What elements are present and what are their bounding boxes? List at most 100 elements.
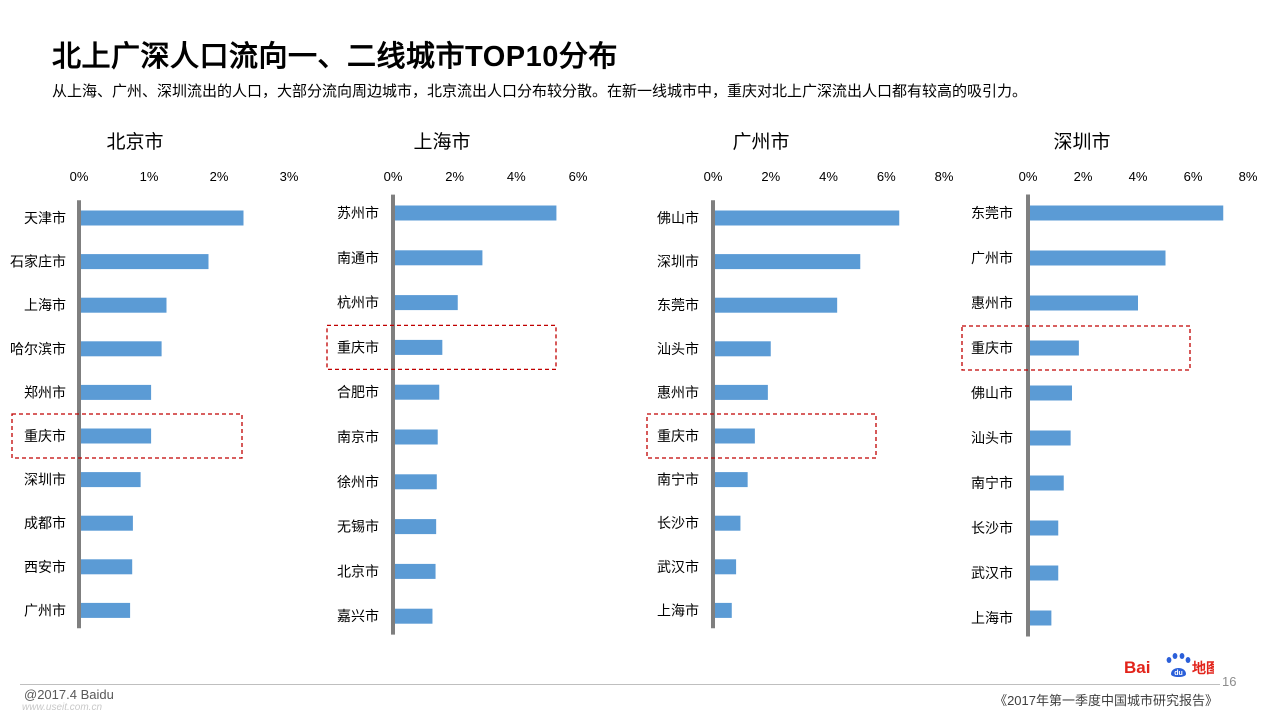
footer-divider	[20, 684, 1220, 685]
category-label: 重庆市	[337, 339, 379, 356]
category-label: 佛山市	[971, 385, 1013, 402]
bar	[81, 210, 244, 226]
category-label: 南京市	[337, 429, 379, 446]
category-label: 南宁市	[657, 472, 699, 489]
bar	[715, 428, 755, 444]
bar	[715, 341, 771, 357]
bar	[81, 297, 167, 313]
category-label: 南宁市	[971, 475, 1013, 492]
category-label: 北京市	[337, 563, 379, 580]
bar	[81, 341, 162, 357]
svg-text:du: du	[1174, 670, 1183, 677]
category-label: 南通市	[337, 250, 379, 267]
chart-title: 北京市	[106, 131, 163, 153]
x-tick-label: 0%	[70, 169, 89, 184]
logo-bai-text: Bai	[1124, 658, 1150, 677]
bar	[1030, 475, 1064, 491]
category-label: 嘉兴市	[337, 608, 379, 625]
category-label: 武汉市	[971, 565, 1013, 582]
category-label: 石家庄市	[10, 254, 66, 271]
x-tick-label: 6%	[569, 169, 588, 184]
category-label: 西安市	[24, 559, 66, 576]
bar	[81, 472, 141, 488]
bar	[715, 384, 768, 400]
category-label: 惠州市	[657, 384, 699, 401]
x-tick-label: 4%	[1129, 169, 1148, 184]
category-label: 汕头市	[971, 430, 1013, 447]
bar	[1030, 250, 1166, 266]
bar	[395, 474, 437, 490]
x-tick-label: 2%	[210, 169, 229, 184]
category-label: 东莞市	[657, 297, 699, 314]
x-tick-label: 2%	[445, 169, 464, 184]
page-number: 16	[1222, 674, 1237, 689]
bar	[715, 602, 732, 618]
x-tick-label: 8%	[1239, 169, 1258, 184]
bar	[1030, 295, 1138, 311]
bar	[395, 519, 437, 535]
bar	[395, 608, 433, 624]
bar	[1030, 610, 1052, 626]
category-label: 上海市	[657, 602, 699, 619]
category-label: 徐州市	[337, 474, 379, 491]
x-tick-label: 8%	[935, 169, 954, 184]
bar	[81, 254, 209, 270]
category-label: 长沙市	[657, 515, 699, 532]
chart-title: 上海市	[413, 131, 470, 153]
category-label: 苏州市	[337, 205, 379, 222]
chart-title: 广州市	[732, 131, 789, 153]
footer-watermark: www.useit.com.cn	[22, 702, 103, 713]
bar	[1030, 520, 1059, 536]
bar	[395, 563, 436, 579]
x-tick-label: 0%	[384, 169, 403, 184]
category-label: 上海市	[971, 610, 1013, 627]
x-tick-label: 4%	[819, 169, 838, 184]
category-label: 郑州市	[24, 384, 66, 401]
x-tick-label: 2%	[761, 169, 780, 184]
category-label: 东莞市	[971, 205, 1013, 222]
category-label: 惠州市	[971, 295, 1013, 312]
bar	[715, 297, 838, 313]
bar	[715, 559, 737, 575]
x-tick-label: 0%	[1019, 169, 1038, 184]
x-tick-label: 6%	[1184, 169, 1203, 184]
category-label: 天津市	[24, 210, 66, 227]
bar	[715, 515, 741, 531]
bar	[395, 429, 438, 445]
category-label: 重庆市	[971, 340, 1013, 357]
bar	[1030, 340, 1079, 356]
logo-map-text: 地图	[1192, 660, 1214, 677]
bar	[81, 602, 131, 618]
category-label: 深圳市	[657, 254, 699, 271]
paw-icon: du	[1166, 653, 1191, 677]
category-label: 佛山市	[657, 210, 699, 227]
category-label: 合肥市	[337, 384, 379, 401]
category-label: 广州市	[24, 602, 66, 619]
bar	[715, 472, 748, 488]
highlight-box	[961, 325, 1191, 371]
category-label: 广州市	[971, 250, 1013, 267]
x-tick-label: 6%	[877, 169, 896, 184]
bar	[1030, 565, 1059, 581]
bar	[395, 205, 557, 221]
bar	[81, 515, 133, 531]
highlight-box	[646, 413, 877, 459]
bar	[395, 339, 443, 355]
category-label: 汕头市	[657, 341, 699, 358]
bar	[715, 254, 861, 270]
category-label: 杭州市	[337, 295, 379, 312]
bar	[81, 384, 152, 400]
category-label: 武汉市	[657, 559, 699, 576]
category-label: 哈尔滨市	[10, 341, 66, 358]
chart-title: 深圳市	[1053, 131, 1110, 153]
x-tick-label: 1%	[140, 169, 159, 184]
x-tick-label: 0%	[704, 169, 723, 184]
bar	[395, 250, 483, 266]
highlight-box	[11, 413, 243, 459]
bar	[1030, 430, 1071, 446]
x-tick-label: 2%	[1074, 169, 1093, 184]
bar	[1030, 385, 1072, 401]
footer-report-name: 《2017年第一季度中国城市研究报告》	[994, 693, 1218, 708]
bar	[81, 428, 152, 444]
